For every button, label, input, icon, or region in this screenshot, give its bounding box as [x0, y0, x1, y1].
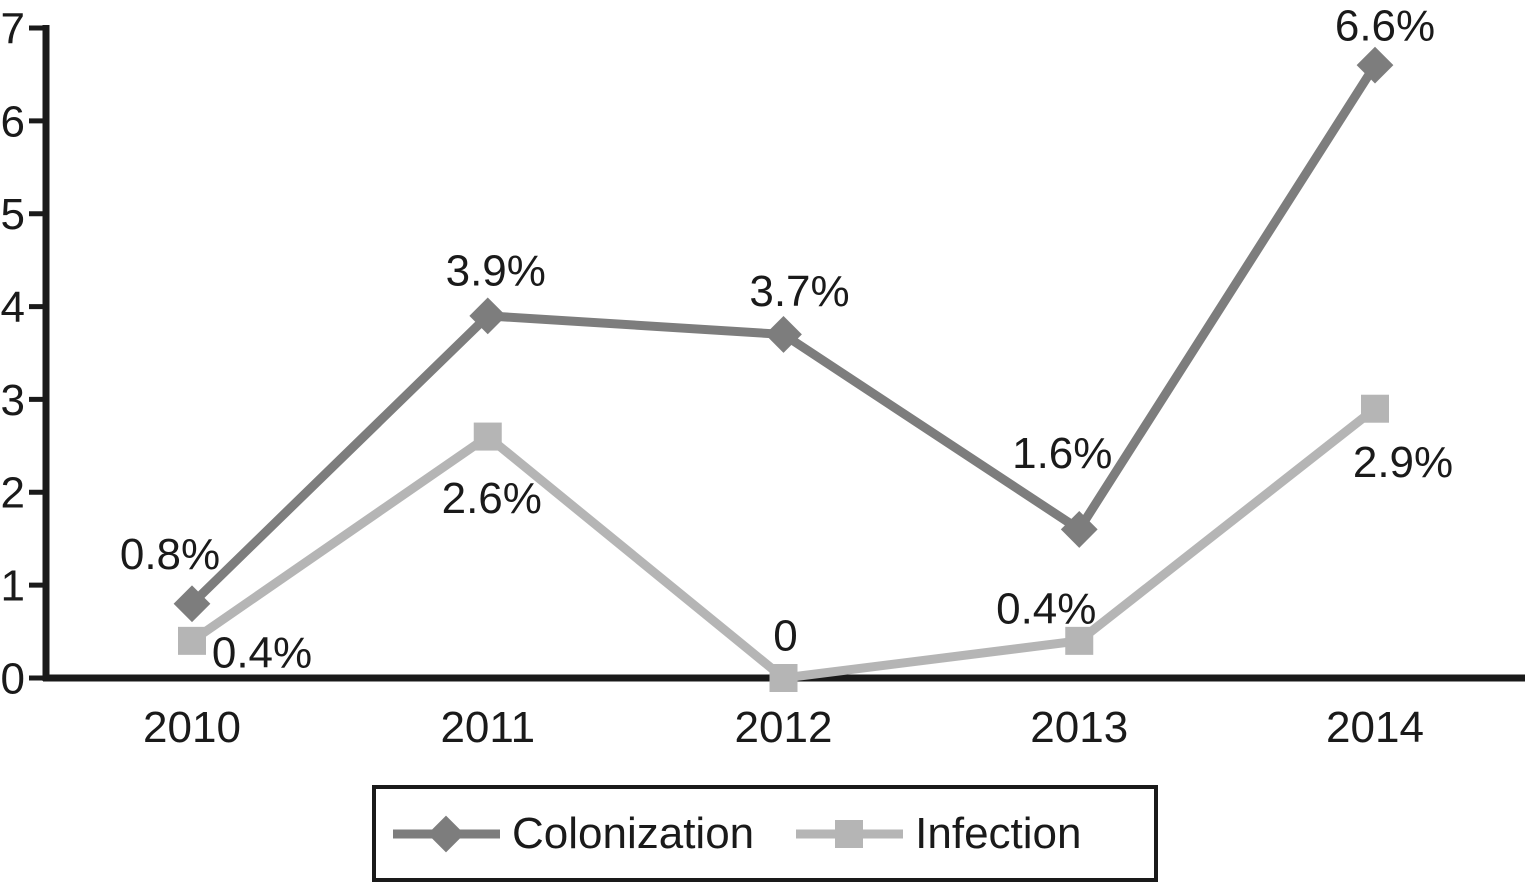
marker-square — [1361, 394, 1389, 423]
marker-diamond — [765, 316, 802, 353]
y-tick-label: 3 — [1, 376, 25, 425]
y-tick-label: 6 — [1, 97, 25, 146]
marker-square — [473, 422, 502, 451]
point-label: 0.4% — [996, 584, 1096, 633]
y-tick-label: 7 — [1, 4, 25, 53]
legend-item-colonization: Colonization — [393, 804, 754, 864]
x-tick-label: 2010 — [143, 703, 241, 752]
y-tick-label: 0 — [1, 654, 25, 703]
point-label: 2.9% — [1353, 438, 1453, 487]
point-label: 2.6% — [442, 474, 542, 523]
point-label: 0.8% — [120, 530, 220, 579]
marker-square — [178, 626, 206, 655]
point-label: 3.9% — [446, 246, 546, 295]
legend-label-infection: Infection — [915, 808, 1082, 858]
point-label: 0 — [773, 611, 797, 660]
x-tick-label: 2013 — [1030, 703, 1128, 752]
marker-square — [769, 664, 798, 692]
point-label: 0.4% — [212, 628, 312, 677]
y-tick-label: 1 — [1, 562, 25, 611]
marker-diamond — [173, 585, 211, 623]
legend: Colonization Infection — [372, 785, 1158, 882]
marker-diamond — [1060, 511, 1098, 548]
legend-item-infection: Infection — [796, 804, 1082, 864]
point-label: 6.6% — [1335, 2, 1435, 51]
point-label: 3.7% — [749, 267, 849, 316]
y-tick-label: 2 — [1, 469, 25, 518]
y-tick-label: 4 — [1, 283, 25, 332]
infection-line-square-icon — [796, 819, 904, 848]
y-tick-label: 5 — [1, 190, 25, 239]
colonization-line-diamond-icon — [393, 815, 500, 852]
marker-diamond — [1356, 46, 1394, 84]
x-tick-label: 2014 — [1326, 703, 1424, 752]
x-tick-label: 2012 — [735, 703, 833, 752]
marker-diamond — [469, 297, 507, 335]
legend-label-colonization: Colonization — [512, 808, 755, 858]
point-label: 1.6% — [1012, 429, 1112, 478]
x-tick-label: 2011 — [440, 703, 535, 752]
marker-square — [1065, 626, 1094, 655]
